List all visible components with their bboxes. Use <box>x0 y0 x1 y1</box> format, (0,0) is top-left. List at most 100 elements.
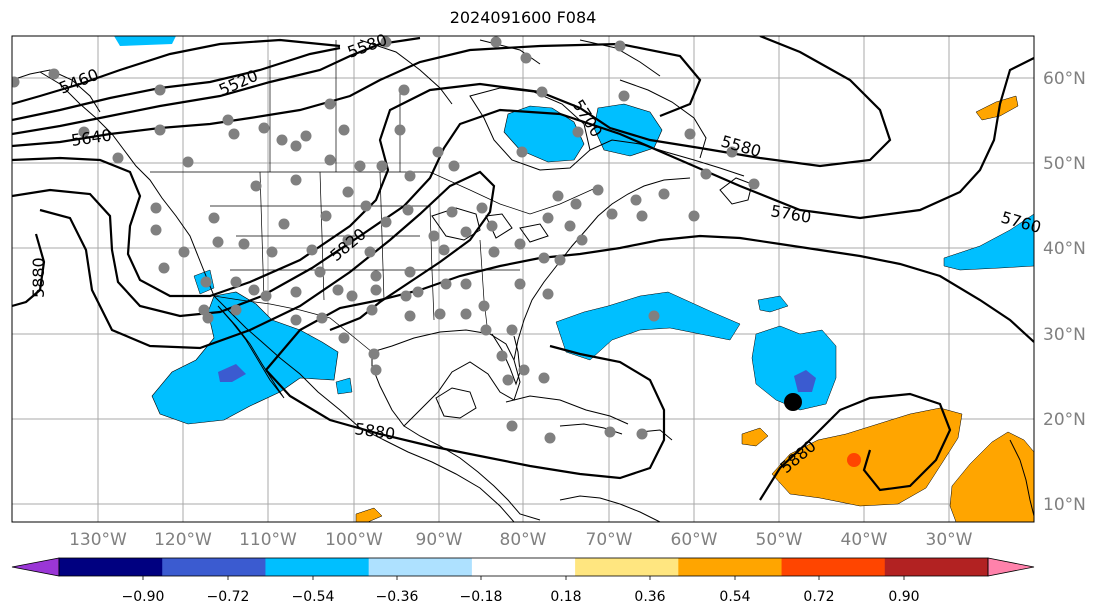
observation-dot <box>404 310 416 322</box>
shade-orange-small-1 <box>741 427 769 447</box>
observation-dot <box>630 194 642 206</box>
contour-5700 <box>12 36 892 298</box>
colorbar-tick: 0.54 <box>719 589 750 605</box>
colorbar-swatch <box>884 558 989 576</box>
lon-label: 120°W <box>154 530 212 550</box>
observation-dot <box>112 152 124 164</box>
observation-dot <box>276 134 288 146</box>
observation-dot <box>380 36 392 48</box>
observation-dot <box>212 236 224 248</box>
lon-label: 30°W <box>926 530 973 550</box>
observation-dot <box>478 300 490 312</box>
map-title: 2024091600 F084 <box>449 8 597 27</box>
lon-label: 80°W <box>500 530 547 550</box>
observation-dot <box>432 146 444 158</box>
colorbar-swatch <box>368 558 473 576</box>
lat-label: 30°N <box>1043 325 1086 345</box>
observation-dot <box>460 226 472 238</box>
shade-orange-ne <box>975 95 1019 121</box>
observation-dot <box>592 184 604 196</box>
colorbar-tick: −0.36 <box>376 589 419 605</box>
observation-dot <box>398 84 410 96</box>
observation-dot <box>290 174 302 186</box>
contour-5820 <box>39 170 496 350</box>
observation-dot <box>332 284 344 296</box>
colorbar-tick: 0.18 <box>550 589 581 605</box>
lon-label: 50°W <box>756 530 803 550</box>
observation-dot <box>538 252 550 264</box>
observation-dot <box>448 160 460 172</box>
observation-dot <box>486 220 498 232</box>
contour-5520 <box>12 46 341 122</box>
contour-5880-se <box>759 392 952 501</box>
longitude-labels: 130°W 120°W 110°W 100°W 90°W 80°W 70°W 6… <box>69 530 973 550</box>
lon-label: 100°W <box>325 530 383 550</box>
colorbar-extend-left <box>11 557 60 577</box>
observation-dot <box>572 126 584 138</box>
observation-dot <box>338 332 350 344</box>
observation-dot <box>404 266 416 278</box>
observation-dot <box>518 364 530 376</box>
observation-dot <box>502 374 514 386</box>
contour-5880-s <box>265 344 666 480</box>
storm-center-marker <box>784 393 802 411</box>
observation-dot <box>370 364 382 376</box>
observation-dot <box>342 234 354 246</box>
contour-5760 <box>12 57 1034 318</box>
observation-dot <box>636 428 648 440</box>
observation-dot <box>684 128 696 140</box>
colorbar-tick: −0.54 <box>292 589 335 605</box>
observation-dot <box>488 246 500 258</box>
observation-dot <box>154 84 166 96</box>
lon-label: 60°W <box>671 530 718 550</box>
observation-dot <box>570 198 582 210</box>
contour-5460 <box>12 38 341 106</box>
observation-dot <box>552 190 564 202</box>
observation-dot <box>266 246 278 258</box>
observation-dot <box>428 230 440 242</box>
observation-dot <box>250 180 262 192</box>
observation-dot <box>158 262 170 274</box>
observation-dot <box>248 284 260 296</box>
colorbar-extend-right <box>987 557 1035 577</box>
lat-label: 10°N <box>1043 495 1086 515</box>
colorbar-tick: −0.72 <box>207 589 250 605</box>
observation-dot <box>278 218 290 230</box>
observation-dot <box>290 314 302 326</box>
observation-dot <box>434 308 446 320</box>
observation-dot <box>438 244 450 256</box>
lat-label: 50°N <box>1043 154 1086 174</box>
observation-dot <box>380 216 392 228</box>
observation-dot <box>324 98 336 110</box>
shade-darkblue-atl <box>794 370 816 392</box>
shade-darkblue-mexico <box>218 364 246 382</box>
political-borders <box>150 40 601 353</box>
shade-red-spot <box>847 453 861 467</box>
colorbar-swatch <box>265 558 370 576</box>
observation-dot <box>604 426 616 438</box>
observation-dot <box>544 432 556 444</box>
observation-dot <box>260 290 272 302</box>
observation-dot <box>506 324 518 336</box>
observation-dot <box>290 286 302 298</box>
contour-5880-w <box>12 233 46 308</box>
observation-dot <box>542 212 554 224</box>
colorbar-swatch <box>59 558 163 576</box>
colorbar-swatch <box>678 558 783 576</box>
shade-blue-east <box>943 213 1034 271</box>
map-frame <box>11 35 1035 523</box>
observation-dot <box>480 324 492 336</box>
observation-dot <box>576 234 588 246</box>
observation-dot <box>636 210 648 222</box>
observation-dot <box>366 304 378 316</box>
colorbar-tick: −0.90 <box>122 589 165 605</box>
observation-dot <box>150 202 162 214</box>
shade-blue-atl-2 <box>751 325 837 411</box>
observation-dot <box>700 168 712 180</box>
observation-dot <box>496 350 508 362</box>
observation-dot <box>542 288 554 300</box>
observation-dot <box>338 124 350 136</box>
observation-dot <box>564 220 576 232</box>
observation-dot <box>554 254 566 266</box>
